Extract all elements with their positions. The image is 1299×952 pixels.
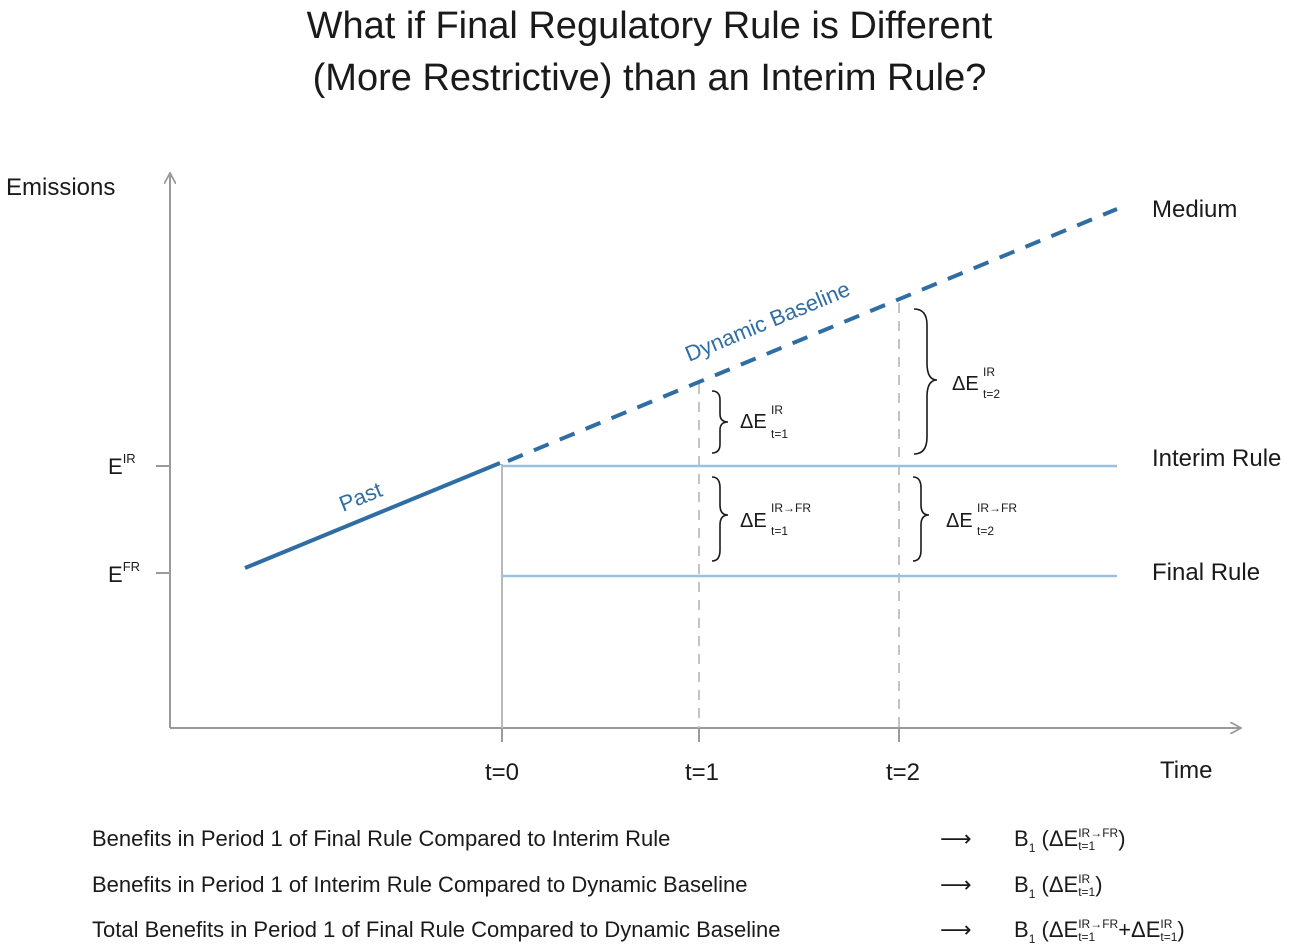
x-tick-label-t2: t=2	[886, 759, 920, 786]
legend-row-2-text: Benefits in Period 1 of Interim Rule Com…	[92, 872, 748, 897]
legend-row-3-text: Total Benefits in Period 1 of Final Rule…	[92, 917, 781, 942]
past-line	[244, 461, 501, 570]
x-axis-label: Time	[1160, 757, 1212, 784]
legend-row-3-arrow: ⟶	[940, 917, 972, 942]
delta-label-d2-irfr: ΔEIR→FR t=2	[946, 501, 1017, 538]
delta-label-d1-ir: ΔEIR t=1	[740, 403, 788, 441]
y-tick-label-efr: EFR	[108, 559, 140, 587]
brace-d2-ir	[913, 308, 938, 455]
medium-label: Medium	[1152, 196, 1237, 223]
legend-row-3-formula: B1 (ΔE IR→FR t=1 +ΔE IR t=1)	[1014, 917, 1185, 946]
legend-row-2-arrow: ⟶	[940, 872, 972, 897]
dynamic-baseline-line	[507, 207, 1118, 463]
brace-d1-ir	[711, 390, 729, 454]
past-label: Past	[336, 477, 386, 517]
legend-row-1-arrow: ⟶	[940, 826, 972, 851]
y-tick-label-eir: EIR	[108, 451, 136, 479]
diagram-title-line-1: What if Final Regulatory Rule is Differe…	[306, 5, 993, 47]
delta-label-d2-ir: ΔEIR t=2	[952, 365, 1000, 401]
legend-row-2-formula: B1 (ΔE IR t=1)	[1014, 872, 1103, 901]
brace-d2-irfr	[912, 476, 930, 562]
x-tick-label-t0: t=0	[485, 759, 519, 786]
interim-rule-label: Interim Rule	[1152, 445, 1281, 472]
legend-row-1-formula: B1 (ΔE IR→FR t=1)	[1014, 826, 1126, 855]
legend-row-1-text: Benefits in Period 1 of Final Rule Compa…	[92, 826, 671, 851]
x-tick-label-t1: t=1	[685, 759, 719, 786]
y-axis-label: Emissions	[6, 174, 115, 201]
delta-label-d1-irfr: ΔEIR→FR t=1	[740, 501, 811, 538]
brace-d1-irfr	[711, 476, 729, 562]
final-rule-label: Final Rule	[1152, 559, 1260, 586]
diagram-title-line-2: (More Restrictive) than an Interim Rule?	[312, 57, 987, 99]
